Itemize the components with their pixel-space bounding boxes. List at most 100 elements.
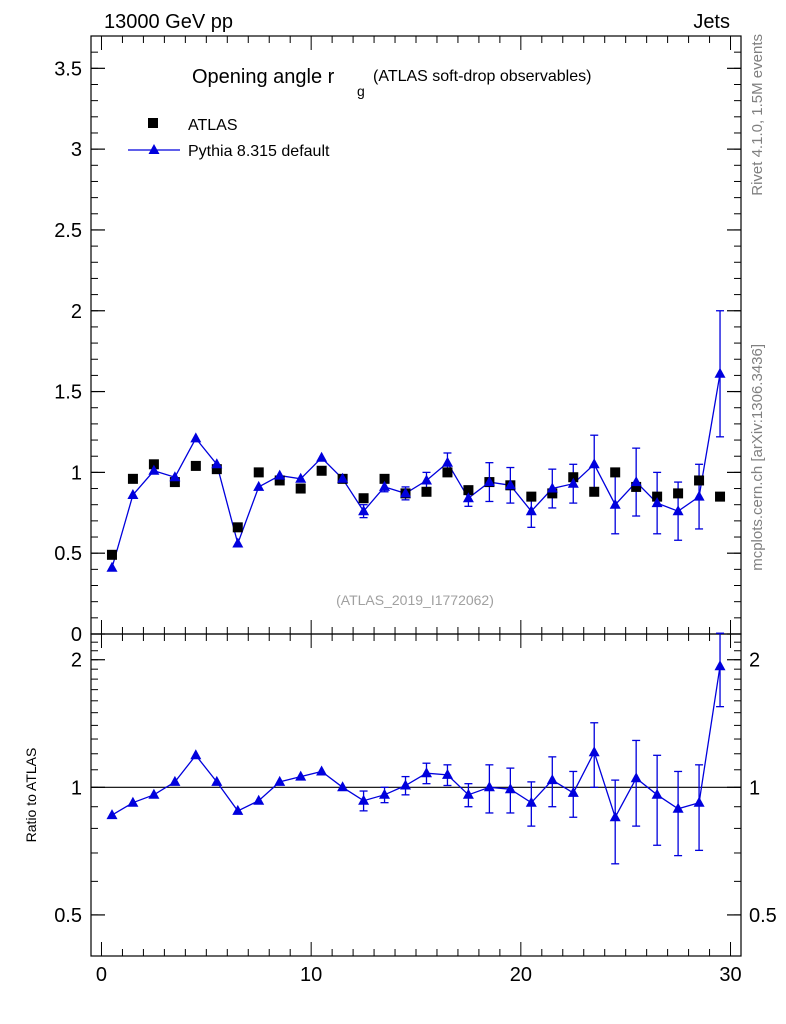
mc-data-point — [253, 480, 265, 491]
atlas-data-point — [232, 522, 243, 533]
atlas-data-point — [442, 467, 453, 478]
mc-data-point — [462, 492, 474, 503]
legend-mc-label: Pythia 8.315 default — [188, 143, 330, 160]
mc-data-point — [609, 498, 621, 509]
atlas-data-point — [610, 467, 621, 478]
mc-data-point — [588, 458, 600, 469]
mc-data-point — [504, 479, 516, 490]
ratio-data-point — [651, 788, 663, 799]
main-y-tick-label: 2.5 — [54, 220, 82, 242]
ratio-ylabel: Ratio to ATLAS — [23, 748, 39, 843]
mc-data-point — [337, 472, 349, 483]
ratio-data-point — [190, 749, 202, 760]
ratio-data-point — [337, 781, 349, 792]
mc-data-point — [546, 482, 558, 493]
mc-data-point — [567, 477, 579, 488]
title-main: Opening angle r — [192, 66, 335, 88]
ratio-data-point — [148, 788, 160, 799]
main-y-tick-label: 0.5 — [54, 543, 82, 565]
ratio-data-point — [525, 796, 537, 807]
mc-data-point — [672, 505, 684, 516]
ratio-data-point — [714, 660, 726, 671]
mc-data-point — [400, 487, 411, 498]
mc-data-point — [630, 476, 642, 487]
main-y-tick-label: 1 — [71, 462, 82, 484]
rivet-label: Rivet 4.1.0, 1.5M events — [749, 34, 766, 196]
ratio-data-point — [211, 775, 223, 786]
atlas-data-point — [127, 473, 138, 484]
atlas-data-point — [652, 491, 663, 502]
ratio-marks — [106, 632, 726, 865]
atlas-data-point — [421, 486, 432, 497]
mc-series-line — [111, 373, 721, 568]
ratio-y-tick-label: 2 — [71, 650, 82, 672]
ratio-data-point — [693, 796, 705, 807]
legend-data-marker — [148, 118, 158, 128]
atlas-data-point — [253, 467, 264, 478]
atlas-data-point — [568, 472, 579, 483]
ratio-data-point — [295, 770, 307, 781]
main-axes: 0 0.5 1 1.5 2 2.5 3 3.5 — [54, 35, 741, 646]
main-y-tick-label: 2 — [71, 301, 82, 323]
mc-data-point — [232, 537, 244, 548]
header-right: Jets — [693, 11, 730, 33]
atlas-data-point — [211, 464, 222, 475]
mc-data-point — [148, 464, 160, 475]
ratio-data-point — [232, 804, 244, 815]
ratio-data-point — [462, 788, 474, 799]
mc-data-point — [442, 456, 453, 467]
atlas-data-point — [379, 473, 390, 484]
ratio-data-point — [630, 772, 642, 783]
mc-data-point — [525, 505, 537, 516]
analysis-watermark: (ATLAS_2019_I1772062) — [336, 592, 494, 608]
ratio-axes: 0.5 0.51 12 20 10 20 30 — [54, 633, 777, 986]
main-y-tick-label: 3 — [71, 139, 82, 161]
ratio-data-point — [106, 809, 118, 820]
ratio-data-point — [379, 788, 390, 799]
main-y-tick-label: 3.5 — [54, 58, 82, 80]
ratio-data-point — [274, 775, 286, 786]
ratio-y-tick-label-right: 0.5 — [749, 905, 777, 927]
ratio-data-point — [358, 794, 370, 805]
x-tick-label: 10 — [300, 964, 322, 986]
atlas-data-point — [274, 475, 285, 486]
mc-data-point — [358, 505, 370, 516]
atlas-data-point — [190, 460, 201, 471]
atlas-data-point — [715, 491, 726, 502]
mc-data-point — [379, 480, 390, 491]
legend-mc-marker — [148, 144, 160, 154]
mc-data-point — [295, 472, 307, 483]
atlas-data-point — [295, 483, 306, 494]
main-y-tick-label: 0 — [71, 624, 82, 646]
x-tick-label: 30 — [719, 964, 741, 986]
plot-title: Opening angle r — [192, 66, 335, 88]
title-subscript: g — [357, 83, 365, 99]
atlas-data-point — [631, 481, 642, 492]
ratio-y-tick-label: 0.5 — [54, 905, 82, 927]
ratio-data-point — [546, 774, 558, 785]
mc-data-point — [693, 490, 705, 501]
ratio-data-point — [672, 802, 684, 813]
title-suffix: (ATLAS soft-drop observables) — [373, 68, 591, 85]
atlas-data-point — [547, 488, 558, 499]
atlas-data-point — [169, 477, 180, 488]
atlas-data-point — [463, 485, 474, 496]
mc-data-point — [169, 471, 181, 482]
mc-data-point — [483, 476, 495, 487]
ratio-data-point — [609, 811, 621, 822]
atlas-data-point — [589, 486, 600, 497]
legend-data-label: ATLAS — [188, 117, 238, 134]
main-y-tick-label: 1.5 — [54, 382, 82, 404]
legend: ATLAS Pythia 8.315 default — [128, 117, 330, 160]
x-tick-label: 0 — [96, 964, 107, 986]
ratio-data-point — [400, 779, 411, 790]
ratio-y-tick-label-right: 2 — [749, 650, 760, 672]
header-left: 13000 GeV pp — [104, 11, 233, 33]
ratio-data-point — [127, 796, 139, 807]
ratio-data-point — [504, 783, 516, 794]
mc-data-point — [421, 474, 432, 485]
mc-data-point — [651, 497, 663, 508]
atlas-data-point — [673, 488, 684, 499]
mc-data-point — [316, 451, 328, 462]
